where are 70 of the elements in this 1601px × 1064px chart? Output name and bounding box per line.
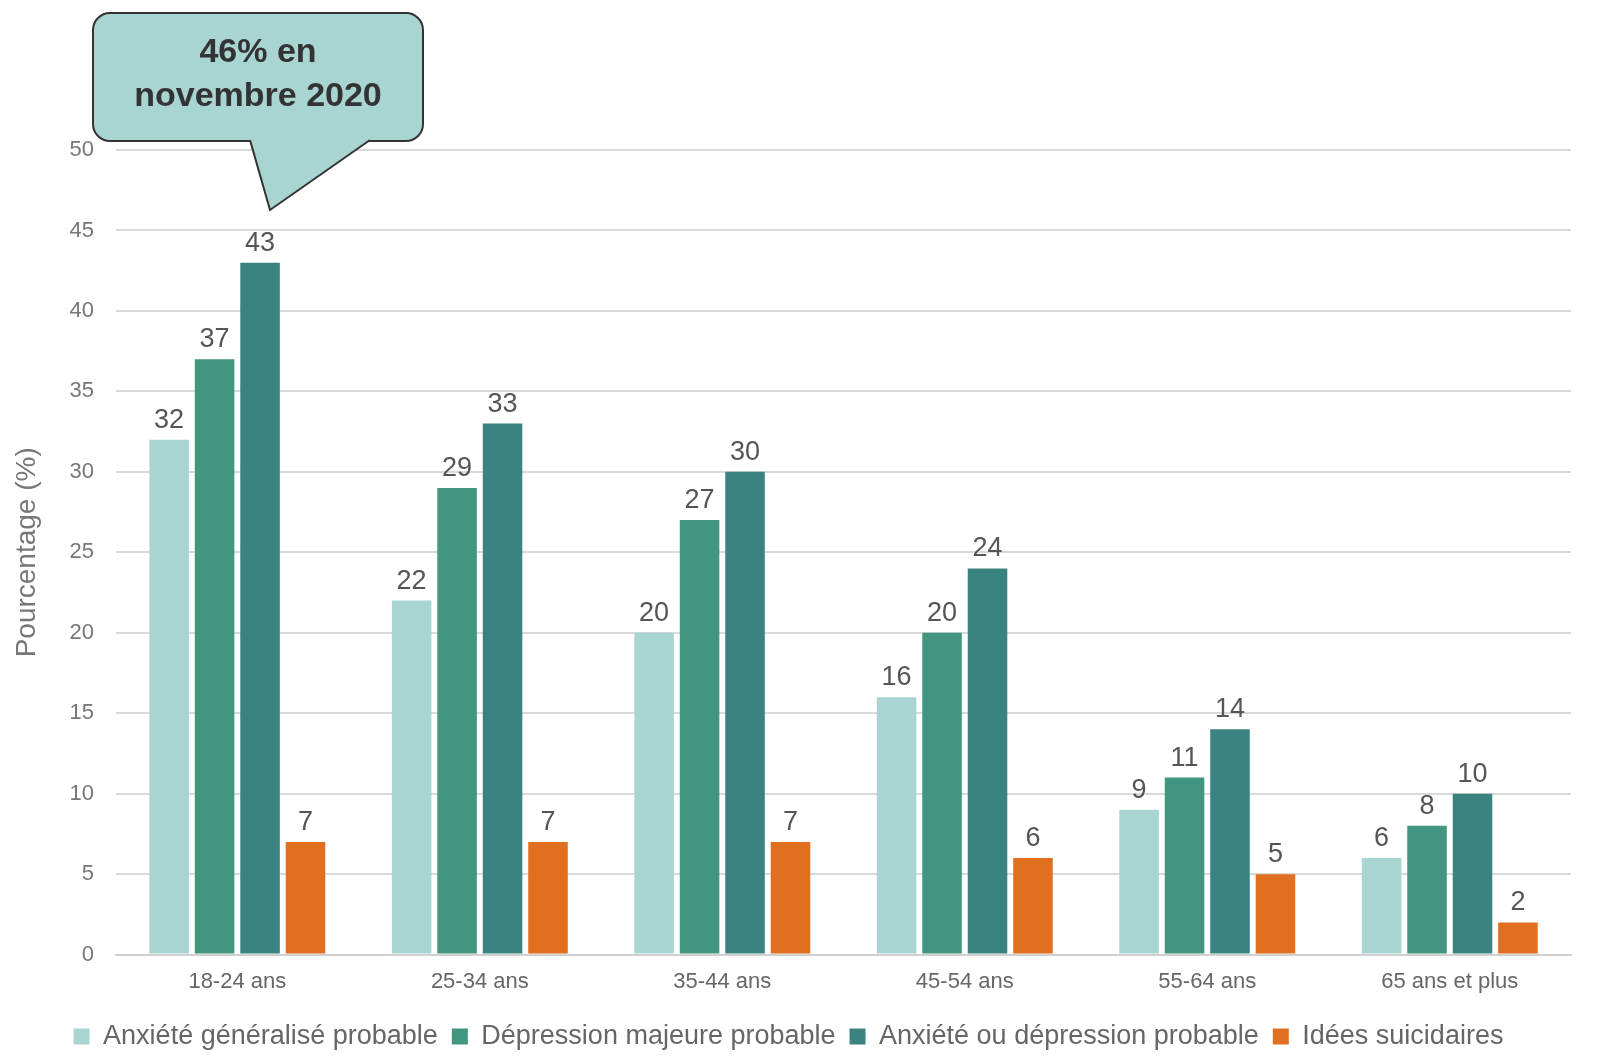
data-label: 43 (245, 226, 276, 257)
bar (149, 439, 189, 954)
data-label: 2 (1510, 886, 1526, 917)
data-label: 33 (487, 387, 518, 418)
bar (967, 568, 1008, 954)
y-tick-label: 15 (69, 699, 95, 725)
x-tick-label: 55-64 ans (1158, 967, 1257, 993)
x-tick-label: 25-34 ans (430, 967, 529, 993)
data-label: 16 (881, 661, 912, 692)
bar (1452, 793, 1493, 954)
y-tick-label: 45 (69, 216, 95, 242)
data-label: 37 (199, 323, 230, 354)
data-label: 10 (1457, 757, 1488, 788)
bar (876, 697, 917, 954)
bar (1210, 729, 1250, 954)
bar (391, 600, 432, 954)
data-label: 20 (639, 596, 670, 627)
y-tick-label: 50 (69, 136, 95, 162)
bar (437, 487, 477, 954)
bar (194, 359, 235, 954)
x-tick-label: 18-24 ans (188, 967, 287, 993)
data-label: 32 (154, 403, 185, 434)
data-label: 7 (298, 805, 314, 836)
legend-label: Idées suicidaires (1302, 1019, 1504, 1050)
bar (770, 841, 811, 954)
y-tick-label: 30 (69, 457, 95, 483)
data-label: 29 (442, 451, 473, 482)
data-label: 27 (684, 484, 715, 515)
bar (528, 841, 568, 954)
bar (1361, 858, 1402, 954)
y-tick-label: 35 (69, 377, 95, 403)
data-label: 6 (1374, 822, 1390, 852)
bar (1013, 858, 1053, 954)
legend-label: Dépression majeure probable (481, 1019, 836, 1050)
data-label: 7 (540, 805, 556, 836)
data-label: 30 (730, 435, 761, 466)
data-label: 8 (1419, 789, 1435, 820)
y-tick-label: 0 (81, 940, 95, 966)
bar (285, 841, 326, 954)
y-axis-title: Pourcentage (%) (9, 447, 41, 658)
data-label: 24 (972, 532, 1003, 563)
data-label: 11 (1170, 741, 1199, 772)
data-label: 9 (1131, 773, 1147, 804)
data-label: 5 (1267, 838, 1283, 869)
bar (1164, 777, 1205, 954)
y-tick-label: 5 (81, 860, 95, 886)
y-tick-label: 40 (69, 296, 95, 322)
x-tick-label: 45-54 ans (915, 967, 1014, 993)
bar (725, 471, 765, 954)
data-label: 22 (396, 564, 427, 595)
legend-label: Anxiété généralisé probable (103, 1019, 438, 1050)
y-tick-label: 25 (69, 538, 95, 564)
bar (1119, 809, 1159, 954)
data-label: 6 (1025, 822, 1041, 852)
bar (482, 423, 523, 954)
bar (1407, 825, 1447, 954)
x-tick-label: 35-44 ans (673, 967, 772, 993)
legend-label: Anxiété ou dépression probable (879, 1019, 1259, 1050)
bar (634, 632, 674, 954)
y-tick-label: 20 (69, 618, 95, 644)
y-tick-label: 10 (69, 779, 95, 805)
data-label: 20 (927, 596, 958, 627)
bar (679, 520, 720, 954)
bar (1255, 874, 1296, 954)
bar (922, 632, 962, 954)
bar (240, 262, 280, 954)
bar (1498, 922, 1538, 954)
x-tick-label: 65 ans et plus (1381, 967, 1519, 993)
data-label: 7 (782, 805, 799, 836)
data-label: 14 (1214, 693, 1246, 724)
